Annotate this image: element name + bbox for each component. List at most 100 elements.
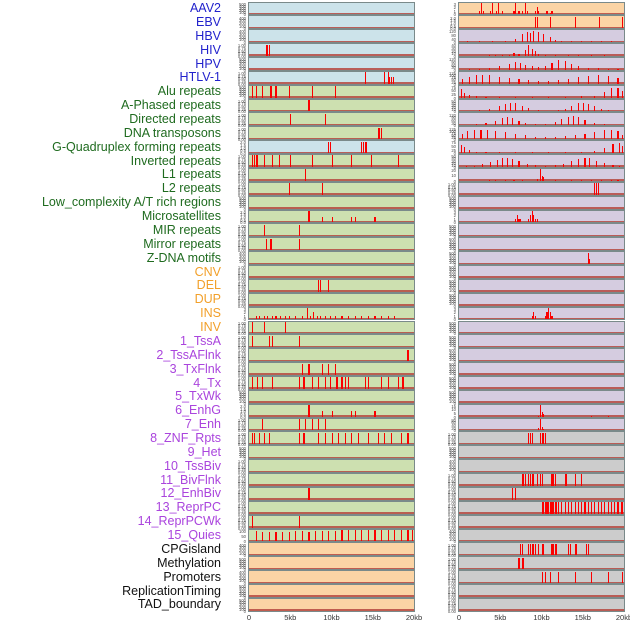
ytick-label: 0: [453, 40, 456, 46]
bar: [554, 502, 556, 514]
ytick-label: 300: [239, 560, 246, 566]
ytick-label: 1.00: [447, 556, 456, 562]
ytick-label: 1.00: [237, 431, 246, 437]
bar: [554, 543, 556, 556]
plot-area: [249, 127, 414, 140]
bar: [538, 53, 540, 56]
baseline: [249, 137, 414, 140]
bar: [549, 571, 551, 583]
bar: [518, 557, 520, 570]
bar: [617, 69, 619, 70]
right-track-12-enhbiv: [458, 486, 625, 501]
plot-area: [249, 557, 414, 570]
ytick-label: 0.50: [237, 423, 246, 429]
bar: [275, 315, 277, 320]
ytick-label: 0: [453, 331, 456, 337]
bar: [581, 152, 583, 154]
bar: [311, 419, 313, 431]
bar: [394, 530, 396, 542]
bar: [488, 55, 490, 56]
ytick-label: 1.0: [240, 409, 246, 415]
ytick-label: 200: [239, 396, 246, 402]
bar: [561, 502, 563, 514]
ytick-label: 300: [239, 200, 246, 206]
ytick-label: 1.00: [237, 376, 246, 382]
track-label-6-enhg: 6_EnhG: [175, 403, 221, 418]
track-label-htlv-1: HTLV-1: [179, 70, 221, 85]
bar: [525, 65, 527, 70]
plot-area: [249, 446, 414, 459]
bar: [529, 543, 532, 556]
bar: [520, 62, 522, 70]
bar: [571, 41, 573, 43]
ytick-label: 0: [243, 608, 246, 614]
bar: [549, 16, 551, 29]
bar: [367, 315, 369, 320]
bar: [528, 218, 530, 223]
right-track-dup: [458, 292, 625, 307]
plot-area: [249, 44, 414, 56]
ytick-label: 0.75: [237, 115, 246, 121]
ytick-label: 400: [449, 281, 456, 287]
plot-area: [459, 432, 624, 445]
bar: [551, 315, 553, 320]
ytick-label: 1.00: [447, 501, 456, 507]
ytick-label: 400: [449, 336, 456, 342]
plot-area: [249, 432, 414, 445]
ytick-label: 0.50: [237, 159, 246, 165]
plot-area: [249, 543, 414, 556]
track-label-11-bivflnk: 11_BivFlnk: [160, 472, 221, 487]
bar: [591, 55, 593, 56]
ytick-label: 0.75: [237, 323, 246, 329]
bar: [566, 474, 568, 486]
ytick-label: 200: [239, 34, 246, 40]
bar: [495, 120, 497, 126]
right-xtick-0: 0: [456, 613, 462, 622]
bar: [554, 121, 556, 126]
ytick-label: 300: [449, 324, 456, 330]
ytick-label: 0.50: [237, 326, 246, 332]
bar: [495, 179, 497, 181]
ytick-label: 1.00: [237, 320, 246, 326]
bar: [567, 543, 570, 556]
bar: [544, 54, 546, 56]
bar: [564, 136, 566, 140]
bar: [488, 67, 490, 70]
baseline: [249, 512, 414, 514]
bar: [348, 315, 350, 320]
ytick-label: 1.00: [447, 182, 456, 187]
baseline: [459, 470, 624, 473]
bar: [498, 96, 500, 98]
bar: [407, 432, 409, 445]
track-label-1-tssa: 1_TssA: [180, 333, 221, 348]
plot-area: [459, 516, 624, 528]
bar: [546, 311, 548, 320]
left-track-a-phased-repeats: [248, 98, 415, 113]
bar: [357, 432, 360, 445]
track-label-13-reprpc: 13_ReprPC: [155, 500, 221, 515]
bar: [348, 530, 350, 542]
bar: [288, 86, 290, 98]
bar: [387, 530, 389, 542]
right-track-a-phased-repeats: [458, 98, 625, 113]
ytick-label: 40: [451, 36, 456, 42]
ytick-label: 1.00: [237, 348, 246, 354]
baseline: [249, 207, 414, 209]
bar: [253, 155, 256, 167]
ytick-label: 0.00: [237, 192, 246, 198]
bar: [538, 10, 540, 15]
left-track-cnv: [248, 265, 415, 279]
bar: [270, 86, 272, 98]
baseline: [459, 526, 624, 528]
right-track-inverted-repeats: [458, 154, 625, 168]
bar: [313, 311, 315, 320]
bar: [541, 502, 543, 514]
bar: [533, 31, 535, 43]
right-track-6-enhg: [458, 403, 625, 418]
left-track-13-reprpc: [248, 500, 415, 515]
bar: [604, 502, 606, 514]
bar: [553, 502, 555, 514]
ytick-label: 0: [243, 581, 246, 587]
bar: [321, 410, 323, 417]
ytick-label: 50: [451, 98, 456, 104]
